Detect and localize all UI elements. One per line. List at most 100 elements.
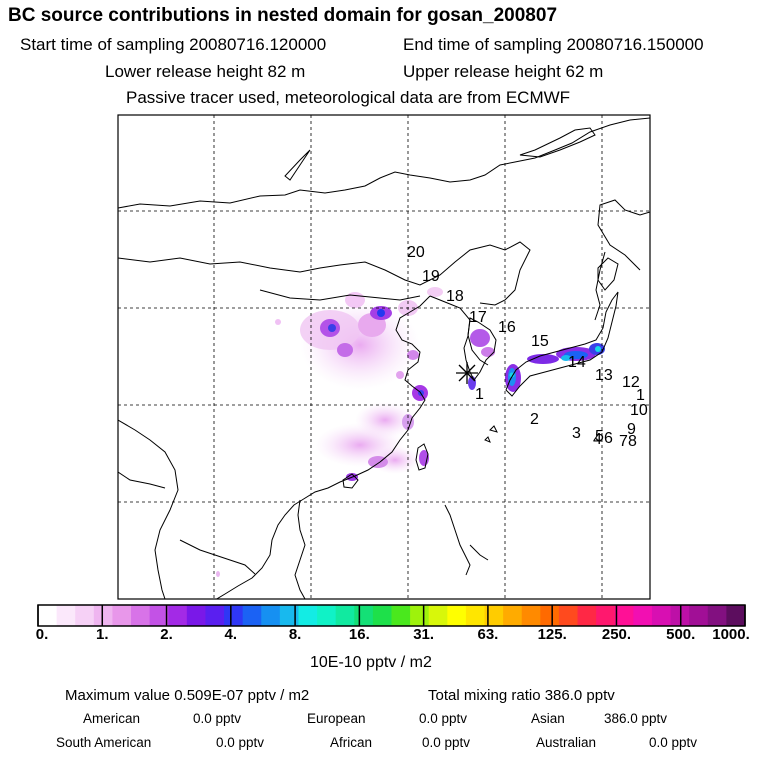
colorbar-cell	[168, 605, 188, 626]
african-value: 0.0 pptv	[422, 735, 471, 750]
traj-label-16: 16	[498, 319, 516, 336]
start-time: Start time of sampling 20080716.120000	[20, 35, 327, 54]
colorbar-tick-label: 1.	[96, 626, 109, 643]
traj-label-19: 19	[422, 268, 440, 285]
colorbar-cell	[447, 605, 467, 626]
south-american-value: 0.0 pptv	[216, 735, 265, 750]
plot-title: BC source contributions in nested domain…	[8, 5, 558, 26]
colorbar-cell	[428, 605, 448, 626]
colorbar-cell	[335, 605, 355, 626]
colorbar-tick-label: 1000.	[712, 626, 750, 643]
traj-label-14: 14	[568, 354, 586, 371]
colorbar-cell	[317, 605, 337, 626]
colorbar-cell	[651, 605, 672, 626]
traj-label-9: 9	[627, 421, 636, 438]
colorbar-cell	[186, 605, 206, 626]
traj-label-20: 20	[407, 244, 425, 261]
colorbar-cell	[465, 605, 486, 626]
end-time: End time of sampling 20080716.150000	[403, 35, 704, 54]
receptor-star-icon	[456, 362, 478, 384]
traj-label-7: 7	[619, 433, 628, 450]
colorbar-cell	[707, 605, 727, 626]
traj-label-8: 8	[628, 433, 637, 450]
total-mixing-ratio: Total mixing ratio 386.0 pptv	[428, 687, 615, 704]
colorbar-cell	[391, 605, 411, 626]
traj-label-12: 12	[622, 374, 640, 391]
australian-label: Australian	[536, 735, 597, 750]
asian-value: 386.0 pptv	[604, 711, 668, 726]
traj-label-3: 3	[572, 425, 581, 442]
colorbar-cell	[596, 605, 616, 626]
colorbar-cell	[224, 605, 244, 626]
american-label: American	[83, 711, 141, 726]
colorbar-cell	[354, 605, 374, 626]
colorbar-cell	[261, 605, 281, 626]
colorbar-cell	[689, 605, 709, 626]
colorbar-cell	[558, 605, 579, 626]
colorbar-cell	[93, 605, 113, 626]
european-value: 0.0 pptv	[419, 711, 468, 726]
maximum-value: Maximum value 0.509E-07 pptv / m2	[65, 687, 310, 704]
traj-label-15: 15	[531, 333, 549, 350]
asian-label: Asian	[531, 711, 565, 726]
colorbar-tick-label: 125.	[537, 626, 567, 643]
colorbar-frame	[37, 604, 746, 627]
colorbar-cell	[503, 605, 523, 626]
colorbar-cell	[372, 605, 392, 626]
colorbar-cell	[149, 605, 169, 626]
colorbar-tick-label: 2.	[160, 626, 173, 643]
colorbar-cell	[410, 605, 430, 626]
colorbar-cell	[279, 605, 299, 626]
colorbar-cell	[298, 605, 318, 626]
colorbar-tick-label: 8.	[288, 626, 302, 643]
colorbar-cell	[540, 605, 560, 626]
australian-value: 0.0 pptv	[649, 735, 698, 750]
colorbar-cell	[614, 605, 634, 626]
colorbar-unit: 10E-10 pptv / m2	[310, 654, 432, 671]
colorbar-cell	[484, 605, 504, 626]
south-american-label: South American	[56, 735, 152, 750]
colorbar-tick-label: 0.	[35, 626, 49, 643]
traj-label-13: 13	[595, 367, 613, 384]
grid-lines	[118, 115, 650, 599]
colorbar-cell	[633, 605, 653, 626]
traj-label-17: 17	[469, 309, 487, 326]
european-label: European	[307, 711, 366, 726]
traj-label-18: 18	[446, 288, 464, 305]
colorbar-cell	[131, 605, 151, 626]
colorbar-cell	[205, 605, 225, 626]
traj-label-1: 1	[475, 386, 484, 403]
colorbar-cell	[242, 605, 262, 626]
colorbar-tick-label: 63.	[477, 626, 499, 643]
trajectory-labels: 1 2 3 4 5 6 7 8 9 10 1 12 13 14 15 16 17…	[407, 244, 648, 450]
african-label: African	[330, 735, 373, 750]
colorbar-cell	[521, 605, 541, 626]
colorbar-tick-label: 500.	[666, 626, 696, 643]
emission-field	[216, 287, 605, 577]
colorbar-cell	[726, 605, 746, 626]
colorbar-cell	[56, 605, 76, 626]
coastlines	[118, 117, 650, 599]
traj-label-11: 1	[636, 387, 645, 404]
traj-label-4: 4	[593, 431, 602, 448]
american-value: 0.0 pptv	[193, 711, 242, 726]
colorbar-cell	[112, 605, 132, 626]
upper-release-height: Upper release height 62 m	[403, 62, 604, 81]
map-frame	[117, 114, 651, 600]
colorbar-tick-label: 4.	[224, 626, 238, 643]
colorbar-cell	[577, 605, 597, 626]
colorbar-tick-label: 31.	[413, 626, 435, 643]
colorbar-tick-label: 250.	[601, 626, 632, 643]
colorbar-tick-label: 16.	[348, 626, 370, 643]
traj-label-2: 2	[530, 411, 539, 428]
lower-release-height: Lower release height 82 m	[105, 62, 306, 81]
colorbar-cells	[38, 605, 746, 626]
colorbar-cell	[38, 605, 58, 626]
traj-label-5: 5	[595, 428, 604, 445]
colorbar-cell	[75, 605, 95, 626]
traj-label-6: 6	[604, 430, 613, 447]
traj-label-10: 10	[630, 402, 648, 419]
tracer-note: Passive tracer used, meteorological data…	[126, 88, 571, 107]
